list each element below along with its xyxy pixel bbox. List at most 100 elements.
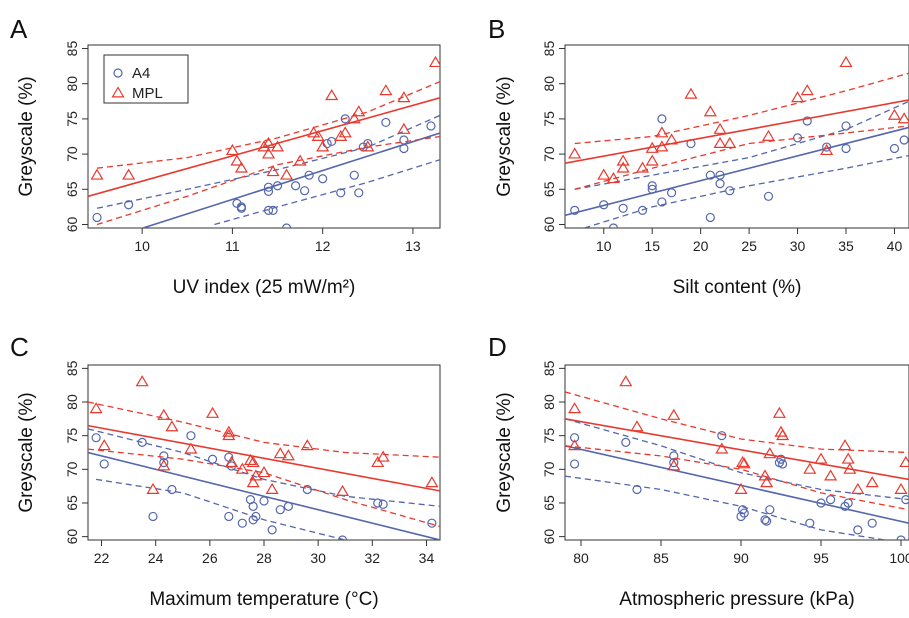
point-mpl	[841, 452, 855, 464]
y-tick-label: 75	[541, 111, 557, 127]
point-mpl	[760, 476, 774, 488]
point-mpl	[684, 87, 698, 99]
panel-c-plot-area	[88, 375, 440, 540]
point-mpl	[281, 449, 295, 461]
point-mpl	[761, 129, 776, 141]
y-tick-label: 60	[64, 529, 80, 545]
point-mpl	[800, 84, 814, 96]
point-a4	[167, 484, 177, 495]
point-mpl	[146, 482, 160, 494]
point-mpl	[897, 112, 909, 124]
point-mpl	[776, 428, 790, 441]
point-mpl	[397, 122, 411, 134]
point-mpl	[334, 129, 348, 141]
point-mpl	[293, 154, 307, 166]
point-mpl	[887, 108, 902, 120]
point-a4	[354, 188, 364, 198]
point-a4	[259, 496, 269, 506]
x-tick-label: 10	[596, 238, 612, 254]
point-a4	[843, 498, 853, 508]
ci-lower-mpl	[565, 445, 909, 511]
point-a4	[378, 499, 388, 509]
point-a4	[263, 205, 274, 216]
panel-d-frame	[564, 364, 909, 541]
ci-lower-mpl	[88, 448, 440, 528]
point-mpl	[838, 439, 852, 451]
point-a4	[236, 202, 247, 212]
point-mpl	[325, 88, 339, 101]
point-a4	[275, 505, 285, 515]
point-a4	[426, 121, 436, 131]
x-tick-label: 80	[573, 550, 589, 566]
ci-lower-a4	[565, 475, 886, 540]
y-tick-label: 60	[541, 216, 557, 232]
point-mpl	[273, 447, 287, 459]
y-tick-label: 65	[541, 181, 557, 197]
point-a4	[281, 223, 292, 228]
point-mpl	[300, 439, 314, 451]
fit-line-a4	[565, 126, 909, 217]
ci-upper-mpl	[88, 401, 440, 458]
ci-upper-mpl	[574, 72, 909, 145]
point-mpl	[270, 140, 285, 152]
point-a4	[248, 501, 258, 511]
point-a4	[637, 205, 648, 216]
panel-a: A 60 65 70 75 80 85 10 11 12 13 UV index (25 mW/m²)…	[10, 14, 441, 298]
point-mpl	[619, 375, 633, 387]
y-tick-label: 75	[541, 428, 557, 444]
y-tick-label: 70	[541, 146, 557, 162]
point-a4	[336, 188, 346, 198]
fit-line-a4	[88, 451, 440, 540]
point-a4	[618, 203, 628, 213]
point-a4	[705, 212, 715, 223]
point-mpl	[243, 453, 258, 466]
point-mpl	[568, 439, 582, 451]
legend-label-mpl: MPL	[132, 85, 163, 102]
x-axis-title: UV index (25 mW/m²)	[173, 277, 356, 298]
point-mpl	[165, 420, 179, 432]
point-mpl	[222, 425, 236, 437]
point-mpl	[606, 172, 620, 184]
ci-upper-a4	[96, 114, 440, 209]
point-a4	[739, 508, 749, 518]
point-a4	[621, 437, 631, 448]
y-tick-label: 75	[64, 428, 80, 444]
point-a4	[717, 431, 727, 441]
y-axis-title: Greyscale (%)	[16, 392, 37, 512]
point-mpl	[246, 476, 260, 488]
x-tick-label: 30	[790, 238, 806, 254]
point-a4	[841, 143, 851, 154]
panel-b-letter: B	[488, 14, 505, 44]
x-tick-label: 34	[419, 550, 435, 566]
point-mpl	[361, 140, 375, 152]
panel-d: D 60 65 70 75 80 85 80 85 90 95 100 Atmospheric pres…	[488, 332, 909, 610]
x-tick-label: 22	[94, 550, 110, 566]
point-a4	[251, 511, 261, 522]
x-tick-label: 26	[202, 550, 218, 566]
point-a4	[340, 114, 350, 124]
point-mpl	[234, 161, 248, 173]
point-a4	[268, 205, 278, 216]
point-a4	[666, 188, 677, 198]
y-axis-title: Greyscale (%)	[494, 392, 515, 512]
y-tick-label: 70	[541, 461, 557, 477]
point-a4	[373, 498, 383, 508]
point-mpl	[316, 140, 330, 152]
y-tick-label: 80	[64, 76, 80, 92]
point-a4	[725, 186, 735, 196]
ci-lower-a4	[214, 159, 440, 226]
point-a4	[124, 200, 134, 210]
point-mpl	[222, 428, 236, 441]
point-mpl	[723, 136, 737, 148]
panel-c-frame	[87, 364, 441, 541]
point-a4	[763, 191, 774, 201]
point-mpl	[667, 459, 681, 471]
y-tick-label: 75	[64, 111, 80, 127]
point-mpl	[261, 136, 276, 148]
point-mpl	[157, 459, 171, 471]
point-a4	[761, 516, 772, 526]
point-mpl	[352, 105, 366, 117]
point-a4	[99, 459, 109, 469]
point-a4	[302, 484, 312, 495]
